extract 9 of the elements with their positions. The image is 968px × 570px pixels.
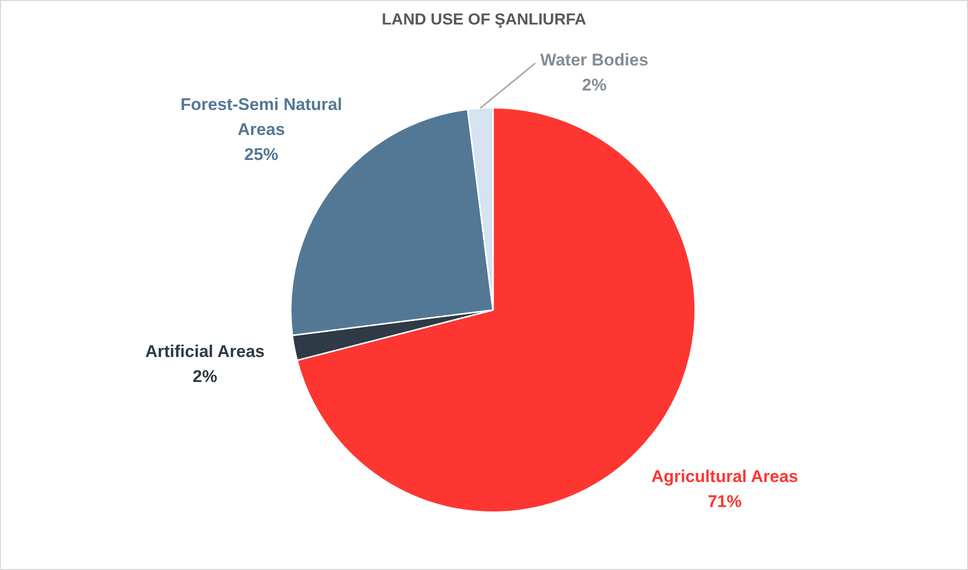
data-label: 25% bbox=[244, 144, 278, 164]
slice-label: Agricultural Areas bbox=[651, 466, 798, 486]
slice-label: Artificial Areas bbox=[145, 342, 265, 362]
slice-label: Forest-Semi Natural Areas bbox=[180, 94, 342, 139]
data-label: 2% bbox=[192, 367, 218, 386]
data-label: 2% bbox=[582, 75, 607, 94]
slice-label: Water Bodies bbox=[540, 50, 648, 70]
chart-title: LAND USE OF ŞANLIURFA bbox=[382, 11, 587, 28]
data-label: 71% bbox=[708, 492, 742, 511]
